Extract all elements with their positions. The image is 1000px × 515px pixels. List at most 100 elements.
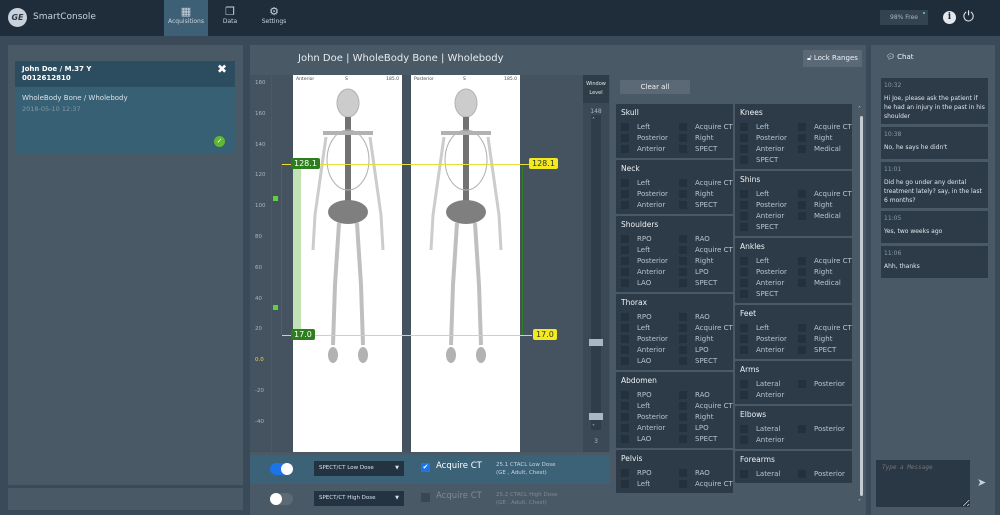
region-option[interactable]: Lateral <box>740 469 798 479</box>
chevron-up-icon[interactable]: ˄ <box>858 106 861 113</box>
checkbox[interactable] <box>740 123 748 131</box>
region-option[interactable]: Acquire CT <box>679 245 737 255</box>
region-option[interactable]: Posterior <box>621 189 679 199</box>
region-option[interactable]: Right <box>679 133 737 143</box>
checkbox[interactable] <box>679 469 687 477</box>
checkbox[interactable] <box>621 190 629 198</box>
checkbox[interactable] <box>740 145 748 153</box>
checkbox[interactable] <box>679 246 687 254</box>
checkbox[interactable] <box>679 201 687 209</box>
region-option[interactable]: Posterior <box>798 469 854 479</box>
region-option[interactable]: Medical <box>798 211 854 221</box>
region-option[interactable]: Posterior <box>621 334 679 344</box>
checkbox[interactable] <box>740 156 748 164</box>
region-option[interactable]: SPECT <box>740 222 798 232</box>
window-level-slider[interactable]: Window Level 148 ˄ ˅ 3 <box>583 75 609 452</box>
region-option[interactable]: Left <box>621 479 679 489</box>
checkbox[interactable] <box>798 279 806 287</box>
range-top-line[interactable] <box>282 164 530 165</box>
region-option[interactable]: Posterior <box>740 133 798 143</box>
checkbox[interactable] <box>740 335 748 343</box>
checkbox[interactable] <box>798 470 806 478</box>
checkbox[interactable] <box>621 346 629 354</box>
region-option[interactable]: RAO <box>679 468 737 478</box>
region-option[interactable]: Posterior <box>621 412 679 422</box>
checkbox[interactable] <box>679 357 687 365</box>
region-option[interactable]: SPECT <box>740 155 798 165</box>
region-option[interactable]: Left <box>621 401 679 411</box>
checkbox[interactable] <box>621 402 629 410</box>
region-option[interactable]: Anterior <box>740 345 798 355</box>
checkbox[interactable] <box>621 279 629 287</box>
range-top-label-right[interactable]: 128.1 <box>529 158 558 169</box>
region-option[interactable]: Acquire CT <box>798 256 854 266</box>
region-option[interactable]: Right <box>798 133 854 143</box>
checkbox[interactable] <box>679 134 687 142</box>
region-option[interactable]: RPO <box>621 234 679 244</box>
region-option[interactable]: Left <box>621 323 679 333</box>
checkbox[interactable] <box>679 179 687 187</box>
checkbox[interactable] <box>679 335 687 343</box>
region-option[interactable]: Lateral <box>740 379 798 389</box>
range-handle[interactable] <box>273 196 278 201</box>
checkbox[interactable] <box>621 268 629 276</box>
region-option[interactable]: Posterior <box>621 256 679 266</box>
region-option[interactable]: Anterior <box>740 390 798 400</box>
checkbox[interactable] <box>798 335 806 343</box>
close-icon[interactable]: ✖ <box>216 62 227 76</box>
region-option[interactable]: Anterior <box>740 144 798 154</box>
region-option[interactable]: SPECT <box>679 144 737 154</box>
wl-thumb-upper[interactable] <box>589 339 603 346</box>
lock-ranges-button[interactable]: 🔓︎ Lock Ranges <box>803 50 862 67</box>
region-option[interactable]: Medical <box>798 144 854 154</box>
region-option[interactable]: RPO <box>621 312 679 322</box>
checkbox[interactable] <box>621 424 629 432</box>
region-option[interactable]: Right <box>679 256 737 266</box>
anterior-scan[interactable]: Anterior S 185.0 <box>293 75 402 452</box>
acquire-ct-checkbox[interactable]: ✔ <box>421 463 430 472</box>
checkbox[interactable] <box>740 346 748 354</box>
checkbox[interactable] <box>679 268 687 276</box>
checkbox[interactable] <box>679 424 687 432</box>
region-option[interactable]: Left <box>621 178 679 188</box>
checkbox[interactable] <box>740 190 748 198</box>
region-option[interactable]: Acquire CT <box>679 479 737 489</box>
checkbox[interactable] <box>679 313 687 321</box>
region-option[interactable]: SPECT <box>679 434 737 444</box>
acquire-ct-checkbox[interactable] <box>421 493 430 502</box>
region-option[interactable]: RPO <box>621 468 679 478</box>
checkbox[interactable] <box>621 179 629 187</box>
checkbox[interactable] <box>740 257 748 265</box>
checkbox[interactable] <box>621 123 629 131</box>
send-icon[interactable]: ➤ <box>977 476 987 489</box>
checkbox[interactable] <box>740 391 748 399</box>
protocol-toggle[interactable] <box>270 463 293 475</box>
region-option[interactable]: LAO <box>621 434 679 444</box>
protocol-toggle[interactable] <box>270 493 293 505</box>
region-option[interactable]: Anterior <box>740 211 798 221</box>
checkbox[interactable] <box>621 469 629 477</box>
region-option[interactable]: Right <box>679 334 737 344</box>
region-option[interactable]: Right <box>679 412 737 422</box>
checkbox[interactable] <box>798 123 806 131</box>
checkbox[interactable] <box>740 223 748 231</box>
region-option[interactable]: Left <box>740 323 798 333</box>
checkbox[interactable] <box>798 134 806 142</box>
region-option[interactable]: Acquire CT <box>798 122 854 132</box>
checkbox[interactable] <box>798 145 806 153</box>
region-option[interactable]: Acquire CT <box>679 323 737 333</box>
region-option[interactable]: RAO <box>679 390 737 400</box>
region-option[interactable]: Anterior <box>621 200 679 210</box>
region-option[interactable]: Anterior <box>621 423 679 433</box>
checkbox[interactable] <box>798 380 806 388</box>
region-option[interactable]: Anterior <box>621 144 679 154</box>
chevron-down-icon[interactable]: ˅ <box>592 424 595 431</box>
wl-track[interactable] <box>591 115 601 430</box>
region-option[interactable]: LPO <box>679 267 737 277</box>
range-bottom-line[interactable] <box>282 335 532 336</box>
region-option[interactable]: Medical <box>798 278 854 288</box>
checkbox[interactable] <box>679 435 687 443</box>
scroll-thumb[interactable] <box>860 116 863 496</box>
checkbox[interactable] <box>798 212 806 220</box>
checkbox[interactable] <box>621 435 629 443</box>
